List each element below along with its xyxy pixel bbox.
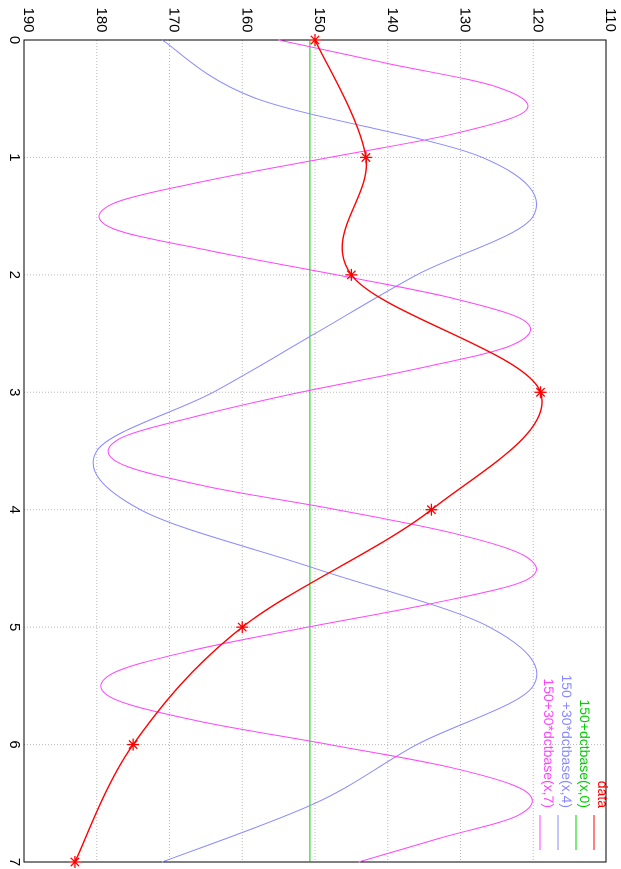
data-point [68,856,81,868]
data-point [425,503,438,516]
y-tick-label: 190 [20,7,37,32]
x-tick-label: 2 [6,271,23,279]
y-tick-label: 150 [311,7,328,32]
data-point [309,34,321,46]
x-tick-label: 1 [6,153,23,161]
series-line-2 [92,39,538,863]
data-point [359,151,372,164]
legend-label-3: 150+30*dctbase(x,7) [541,678,557,808]
series-line-3 [98,39,537,863]
y-tick-label: 160 [238,7,255,32]
series-line-0 [74,39,543,863]
y-tick-label: 170 [166,7,183,32]
series-layer [68,34,547,868]
data-point [236,621,249,634]
x-tick-label: 6 [6,740,23,748]
y-tick-label: 140 [384,7,401,32]
x-tick-label: 7 [6,858,23,866]
grid [23,39,607,863]
data-point [534,386,547,399]
axis-ticks: 110 120 130 140 150 160 170 180 190 0 1 2 3 4 5 6 7 [6,7,619,866]
data-point [345,268,358,281]
y-tick-label: 120 [529,7,546,32]
legend-label-2: 150 +30*dctbase(x,4) [559,675,575,808]
y-tick-label: 110 [602,8,619,32]
y-tick-label: 180 [93,7,110,32]
data-point [127,738,140,751]
x-tick-label: 5 [6,623,23,631]
legend-label-1: 150+dctbase(x,0) [577,699,593,808]
x-tick-label: 3 [6,388,23,396]
legend-label-0: data [595,781,611,808]
x-tick-label: 4 [6,506,23,514]
y-tick-label: 130 [457,7,474,32]
x-tick-label: 0 [6,36,23,44]
